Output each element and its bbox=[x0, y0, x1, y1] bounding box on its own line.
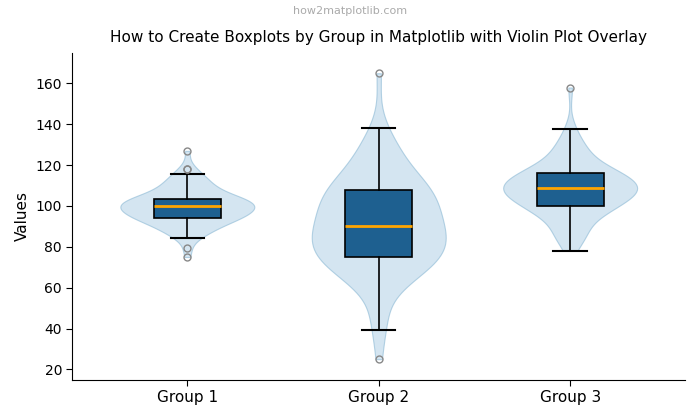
PathPatch shape bbox=[154, 199, 220, 218]
Text: how2matplotlib.com: how2matplotlib.com bbox=[293, 6, 407, 16]
Y-axis label: Values: Values bbox=[15, 191, 30, 241]
PathPatch shape bbox=[345, 190, 412, 257]
Title: How to Create Boxplots by Group in Matplotlib with Violin Plot Overlay: How to Create Boxplots by Group in Matpl… bbox=[110, 30, 648, 45]
PathPatch shape bbox=[537, 173, 603, 206]
